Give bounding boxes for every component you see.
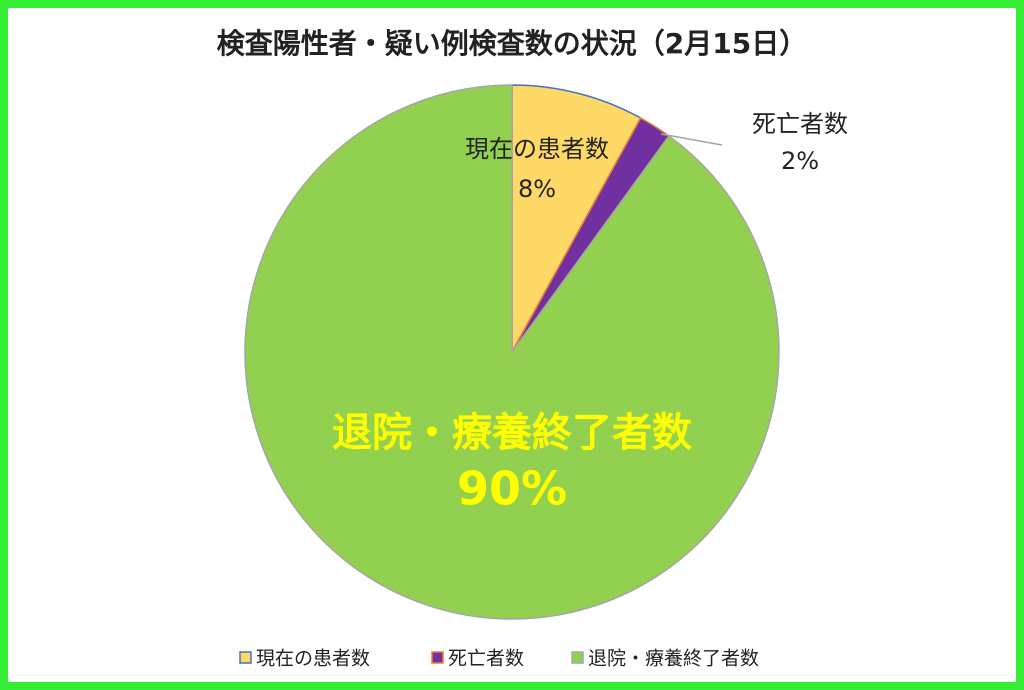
data-label-name: 死亡者数 bbox=[752, 110, 848, 138]
legend-label: 退院・療養終了者数 bbox=[588, 648, 759, 670]
pie bbox=[244, 84, 780, 620]
data-label-value: 2% bbox=[781, 147, 819, 175]
data-label-name: 現在の患者数 bbox=[465, 135, 609, 163]
legend-swatch bbox=[239, 651, 252, 664]
data-labels: 現在の患者数 8% 死亡者数 2% 退院・療養終了者数 90% bbox=[332, 110, 848, 516]
chart-title: 検査陽性者・疑い例検査数の状況（2月15日） bbox=[217, 27, 807, 60]
pie-slice bbox=[511, 84, 642, 353]
data-label-value: 90% bbox=[457, 462, 567, 516]
legend: 現在の患者数 死亡者数 退院・療養終了者数 bbox=[239, 648, 759, 670]
leader-line bbox=[660, 133, 723, 146]
legend-label: 死亡者数 bbox=[448, 648, 524, 670]
legend-swatch bbox=[571, 651, 584, 664]
pie-slice bbox=[244, 84, 780, 620]
legend-swatch bbox=[431, 651, 444, 664]
data-label-name: 退院・療養終了者数 bbox=[332, 410, 692, 456]
data-label-value: 8% bbox=[518, 175, 556, 203]
legend-label: 現在の患者数 bbox=[256, 648, 370, 670]
